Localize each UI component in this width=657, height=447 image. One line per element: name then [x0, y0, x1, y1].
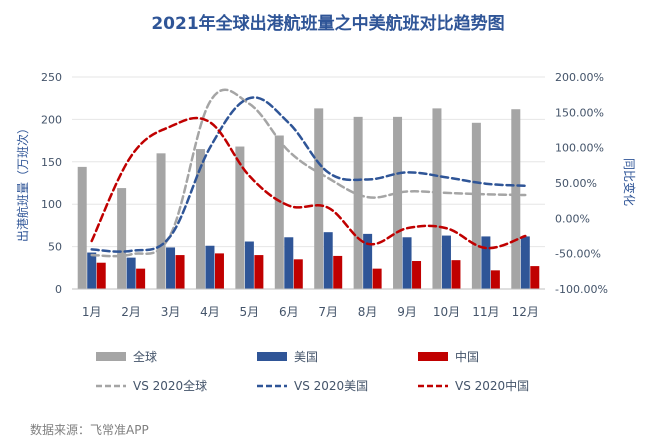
bar-美国-2月 — [126, 257, 136, 289]
legend: 全球 美国 中国 VS 2020全球 VS 2020美国 VS 2020中国 — [96, 349, 529, 393]
y-tick-label: 100 — [41, 198, 62, 211]
bar-美国-3月 — [166, 247, 176, 289]
bar-中国-1月 — [96, 262, 106, 289]
bar-全球-5月 — [235, 146, 245, 289]
axis-layer: 0 50 100 150 200 250 -100.00% -50.00% 0.00% 50.00… — [41, 71, 608, 319]
bar-美国-4月 — [205, 245, 215, 289]
bar-中国-11月 — [490, 270, 500, 289]
grid-layer — [72, 76, 545, 248]
line-layer — [90, 88, 527, 258]
legend-label: 中国 — [455, 349, 479, 364]
y2-tick-label: 150.00% — [555, 106, 604, 119]
bar-中国-2月 — [136, 268, 146, 289]
x-tick-label: 4月 — [200, 305, 220, 319]
bar-全球-7月 — [314, 108, 324, 289]
x-tick-label: 7月 — [318, 305, 338, 319]
bar-全球-3月 — [156, 153, 166, 289]
bar-美国-7月 — [323, 232, 333, 289]
bar-美国-8月 — [363, 233, 373, 289]
bar-中国-12月 — [530, 266, 540, 289]
bar-美国-11月 — [481, 236, 491, 289]
bar-美国-12月 — [520, 236, 530, 289]
y-tick-label: 150 — [41, 156, 62, 169]
bar-美国-1月 — [87, 252, 97, 289]
y2-tick-label: 100.00% — [555, 142, 604, 155]
x-tick-label: 11月 — [472, 305, 499, 319]
x-tick-label: 9月 — [397, 305, 417, 319]
x-tick-label: 5月 — [240, 305, 260, 319]
bar-美国-10月 — [441, 235, 451, 289]
bar-全球-6月 — [274, 135, 284, 289]
y2-tick-label: 50.00% — [555, 177, 597, 190]
y2-tick-label: -50.00% — [555, 248, 601, 261]
bar-中国-9月 — [412, 261, 422, 289]
bar-中国-5月 — [254, 255, 264, 289]
source-note: 数据来源：飞常准APP — [30, 423, 149, 437]
bar-美国-5月 — [244, 241, 254, 289]
line-VS 2020中国 — [90, 116, 527, 250]
legend-label: VS 2020中国 — [455, 378, 529, 393]
legend-label: VS 2020美国 — [294, 379, 368, 393]
chart-title: 2021年全球出港航班量之中美航班对比趋势图 — [151, 13, 504, 34]
legend-label: 美国 — [294, 350, 318, 364]
legend-label: VS 2020全球 — [133, 378, 207, 393]
bar-中国-6月 — [293, 259, 303, 289]
bar-美国-9月 — [402, 237, 412, 289]
legend-swatch — [257, 352, 287, 361]
bar-中国-8月 — [372, 268, 382, 289]
bar-全球-8月 — [353, 116, 363, 289]
legend-label: 全球 — [133, 349, 157, 364]
x-tick-label: 12月 — [512, 305, 539, 319]
bar-layer — [77, 108, 540, 290]
y-tick-label: 0 — [55, 283, 62, 296]
y-tick-label: 50 — [48, 241, 62, 254]
x-tick-label: 6月 — [279, 305, 299, 319]
bar-美国-6月 — [284, 237, 294, 289]
bar-中国-7月 — [333, 255, 343, 289]
y-tick-label: 250 — [41, 71, 62, 84]
x-tick-label: 3月 — [161, 305, 181, 319]
x-tick-label: 10月 — [433, 305, 460, 319]
x-tick-label: 2月 — [121, 305, 141, 319]
y2-tick-label: 200.00% — [555, 71, 604, 84]
x-tick-label: 1月 — [82, 305, 102, 319]
y2-tick-label: -100.00% — [555, 283, 608, 296]
bar-全球-12月 — [511, 109, 521, 289]
bar-全球-2月 — [117, 188, 127, 289]
legend-swatch — [418, 352, 448, 361]
bar-全球-4月 — [195, 149, 205, 289]
y2-tick-label: 0.00% — [555, 212, 590, 225]
legend-swatch — [96, 352, 126, 361]
y-axis-title: 出港航班量（万班次） — [15, 122, 30, 242]
y-tick-label: 200 — [41, 113, 62, 126]
bar-中国-10月 — [451, 260, 461, 289]
bar-全球-10月 — [432, 108, 442, 289]
bar-全球-9月 — [393, 116, 403, 289]
bar-中国-3月 — [175, 255, 185, 289]
x-tick-label: 8月 — [358, 305, 378, 319]
y2-axis-title: 同比变化 — [622, 158, 637, 206]
line-VS 2020美国 — [90, 96, 527, 253]
bar-中国-4月 — [214, 253, 224, 289]
bar-全球-1月 — [77, 166, 87, 289]
bar-全球-11月 — [471, 122, 481, 290]
